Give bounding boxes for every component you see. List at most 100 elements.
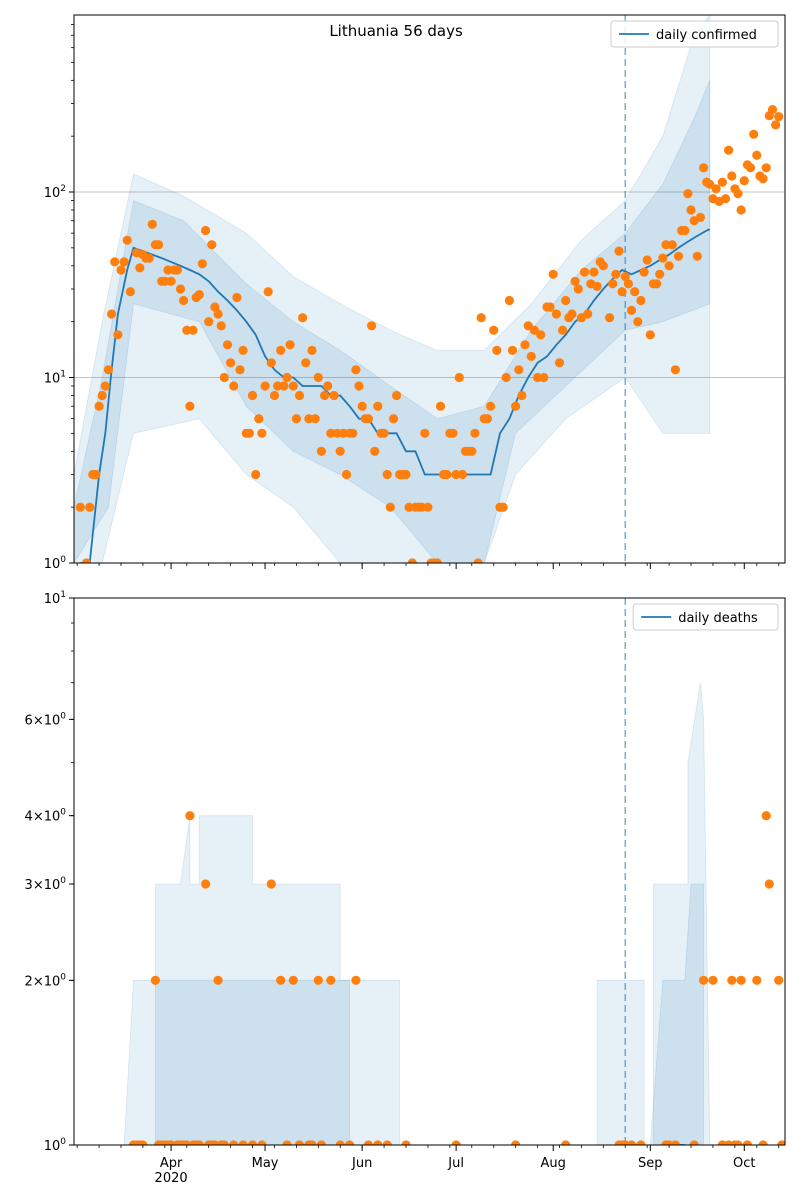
y-tick-label: 2×100 [25,972,67,989]
data-point [291,414,301,424]
data-point [100,381,110,391]
data-point [699,975,709,985]
data-point [761,811,771,821]
data-point [75,502,85,512]
data-point [135,263,145,273]
data-point [235,365,245,375]
data-point [370,446,380,456]
data-point [313,372,323,383]
data-point [492,345,502,355]
data-point [335,446,345,456]
data-point [210,302,220,312]
data-point [470,428,480,438]
legend-box [632,603,779,631]
data-point [708,975,718,985]
data-point [279,381,289,391]
data-point [332,428,342,438]
data-point [407,558,417,563]
data-point [658,253,668,263]
data-point [150,975,160,985]
data-point [598,261,608,271]
data-point [623,279,634,289]
data-point [561,295,571,306]
data-point [605,313,615,323]
data-point [222,340,233,350]
data-point [113,330,123,340]
data-point [379,428,389,438]
data-point [761,163,771,173]
data-point [388,414,399,424]
data-point [122,235,132,245]
data-point [392,390,402,401]
data-point [94,401,104,411]
data-point [720,194,731,204]
data-point [207,240,217,250]
data-point [216,321,226,331]
data-point [589,267,599,277]
data-point [536,330,546,340]
data-point [561,1140,571,1145]
data-point [592,281,602,291]
data-point [451,1140,461,1145]
data-point [680,225,690,236]
data-point [269,390,280,401]
data-point [367,321,377,331]
data-point [260,381,270,391]
data-point [652,279,662,289]
data-point [689,1140,699,1145]
data-point [745,163,756,173]
data-point [351,975,361,985]
data-point [401,1140,411,1145]
data-point [316,1140,326,1145]
y-tick-label: 100 [44,555,67,572]
data-point [758,1140,768,1145]
data-point [363,1140,373,1145]
data-point [294,1140,305,1145]
x-tick-label: Oct [733,1156,755,1171]
data-point [251,469,261,480]
data-point [172,265,182,275]
x-tick-label: May [252,1156,279,1171]
data-point [739,176,749,186]
data-point [626,1140,637,1145]
data-point [476,313,486,323]
plot-area [123,598,785,1145]
data-point [197,259,207,269]
data-point [771,120,781,130]
data-point [448,428,458,438]
data-point [630,287,640,297]
y-tick-label: 101 [44,590,66,607]
data-point [226,358,236,368]
data-point [229,381,239,391]
data-point [774,975,784,985]
data-point [257,428,267,438]
y-tick-label: 4×100 [25,808,67,825]
data-point [727,975,737,985]
data-point [626,305,637,315]
data-point [435,401,446,411]
data-point [507,345,518,355]
data-point [382,1140,392,1145]
data-point [326,428,336,438]
data-point [486,401,496,411]
data-point [777,1140,785,1145]
data-point [510,401,521,411]
data-point [313,975,323,985]
data-point [517,390,527,401]
data-point [385,502,395,512]
data-point [354,381,364,391]
data-point [373,401,383,411]
data-point [699,163,709,173]
data-point [736,205,746,215]
data-point [232,292,242,303]
data-point [244,428,254,438]
data-point [285,340,295,350]
data-point [348,428,358,438]
data-point [579,267,590,277]
y-tick-label: 100 [44,1137,67,1154]
data-point [282,372,292,383]
data-point [125,287,135,297]
data-point [294,390,305,401]
y-tick-label: 102 [44,184,66,201]
